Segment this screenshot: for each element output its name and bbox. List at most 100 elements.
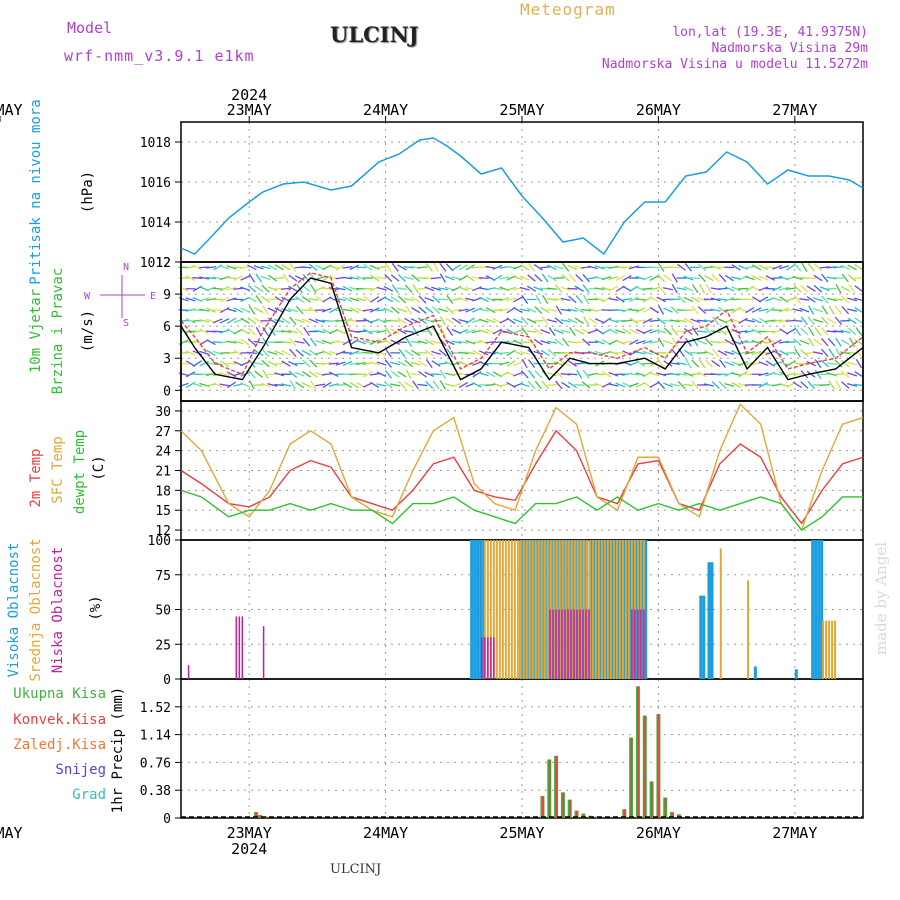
wind-arrow <box>575 295 584 304</box>
cloud-bar <box>489 540 492 679</box>
wind-arrow <box>519 382 530 388</box>
station-title: ULCINJ <box>330 22 419 47</box>
wind-arrow <box>280 330 292 333</box>
cloud-bar <box>473 540 477 679</box>
wind-arrow <box>724 274 734 282</box>
date-label-bottom: 26MAY <box>636 824 681 842</box>
wind-arrow <box>349 306 359 314</box>
cloud-bar <box>493 637 495 679</box>
wind-arrow <box>826 297 837 302</box>
wind-arrow <box>574 285 584 292</box>
wind-arrow <box>439 262 447 272</box>
wind-arrow <box>697 306 707 314</box>
wind-arrow <box>854 371 864 378</box>
panel-precipitation: 0 0.38 0.76 1.14 1.52 <box>140 678 864 827</box>
wind-arrow <box>657 358 665 369</box>
wind-arrow <box>751 264 762 271</box>
wind-arrow <box>417 370 427 378</box>
wind-arrow <box>555 380 563 390</box>
cloud-bar <box>522 540 525 679</box>
wind-arrow <box>465 317 475 325</box>
wind-arrow <box>349 286 360 291</box>
y-tick-label: 100 <box>148 534 171 549</box>
wind-arrow <box>547 349 557 357</box>
cloud-bar <box>699 595 703 679</box>
wind-arrow <box>601 286 612 291</box>
wind-arrow <box>233 372 244 377</box>
y-tick-label: 18 <box>155 484 171 499</box>
wind-arrow <box>635 298 646 301</box>
wind-arrow <box>587 265 598 270</box>
cloud-bar <box>794 669 798 679</box>
wind-arrow <box>295 296 305 303</box>
wind-arrow <box>677 295 686 304</box>
wind-arrow <box>772 349 782 356</box>
wind-arrow <box>444 275 455 281</box>
wind-arrow <box>847 274 857 282</box>
wind-arrow <box>820 316 829 325</box>
wind-arrow <box>519 275 530 281</box>
wind-arrow <box>649 372 660 377</box>
wind-arrow <box>778 307 789 313</box>
wind-arrow <box>731 276 742 280</box>
wind-arrow <box>253 340 264 344</box>
wind-arrow <box>281 350 291 356</box>
wind-arrow <box>363 371 373 378</box>
cloud-bar <box>525 540 528 679</box>
wind-arrow <box>308 263 318 271</box>
wind-arrow <box>826 330 837 333</box>
wind-arrow <box>185 297 196 302</box>
precip-conv-bar <box>623 809 626 818</box>
wind-arrow <box>226 351 237 355</box>
wind-arrow <box>718 359 727 368</box>
wind-arrow <box>432 295 441 304</box>
y-tick-label: 24 <box>155 445 171 460</box>
wind-arrow <box>519 286 530 291</box>
cloud-high-axis-label: Visoka Oblacnost <box>6 543 22 678</box>
wind-arrow <box>540 266 551 269</box>
wind-arrow <box>697 319 708 322</box>
wind-arrow <box>322 350 332 356</box>
wind-arrow <box>506 286 517 291</box>
wind-arrow <box>390 328 400 335</box>
cloud-bar <box>519 540 522 679</box>
cloud-bar <box>623 540 627 679</box>
wind-arrow <box>294 318 305 323</box>
wind-arrow <box>288 348 297 358</box>
wind-arrow <box>212 330 223 333</box>
wind-arrow <box>349 362 360 365</box>
wind-arrow <box>765 306 775 314</box>
wind-arrow <box>240 317 250 324</box>
wind-arrow <box>712 316 720 326</box>
cloud-bar <box>602 540 606 679</box>
wind-arrow <box>697 330 708 333</box>
wind-arrow <box>813 338 823 346</box>
wind-arrow <box>528 369 536 379</box>
wind-arrow <box>233 287 244 290</box>
wind-arrow <box>814 327 822 336</box>
y-tick-label: 1012 <box>140 256 171 271</box>
wind-arrow <box>485 275 496 281</box>
wind-arrow <box>349 297 360 302</box>
wind-arrow <box>758 361 769 366</box>
cloud-bar <box>540 540 543 679</box>
precip-conv-bar <box>548 759 551 818</box>
wind-arrow <box>280 340 292 344</box>
cloud-bar <box>573 540 576 679</box>
y-tick-label: 9 <box>163 288 171 303</box>
wind-arrow <box>206 286 216 291</box>
wind-arrow <box>662 351 673 355</box>
wind-arrow <box>437 308 448 313</box>
cloud-bar <box>549 540 552 679</box>
cloud-bar <box>570 540 573 679</box>
y-tick-label: 50 <box>155 604 171 619</box>
wind-arrow <box>418 306 427 314</box>
wind-arrow <box>199 328 209 335</box>
wind-arrow <box>541 273 549 283</box>
wind-arrow <box>506 317 516 325</box>
wind-arrow <box>458 381 469 388</box>
wind-arrow <box>342 317 353 324</box>
wind-arrow <box>499 297 510 302</box>
wind-arrow <box>553 297 564 301</box>
wind-arrow <box>362 351 373 354</box>
